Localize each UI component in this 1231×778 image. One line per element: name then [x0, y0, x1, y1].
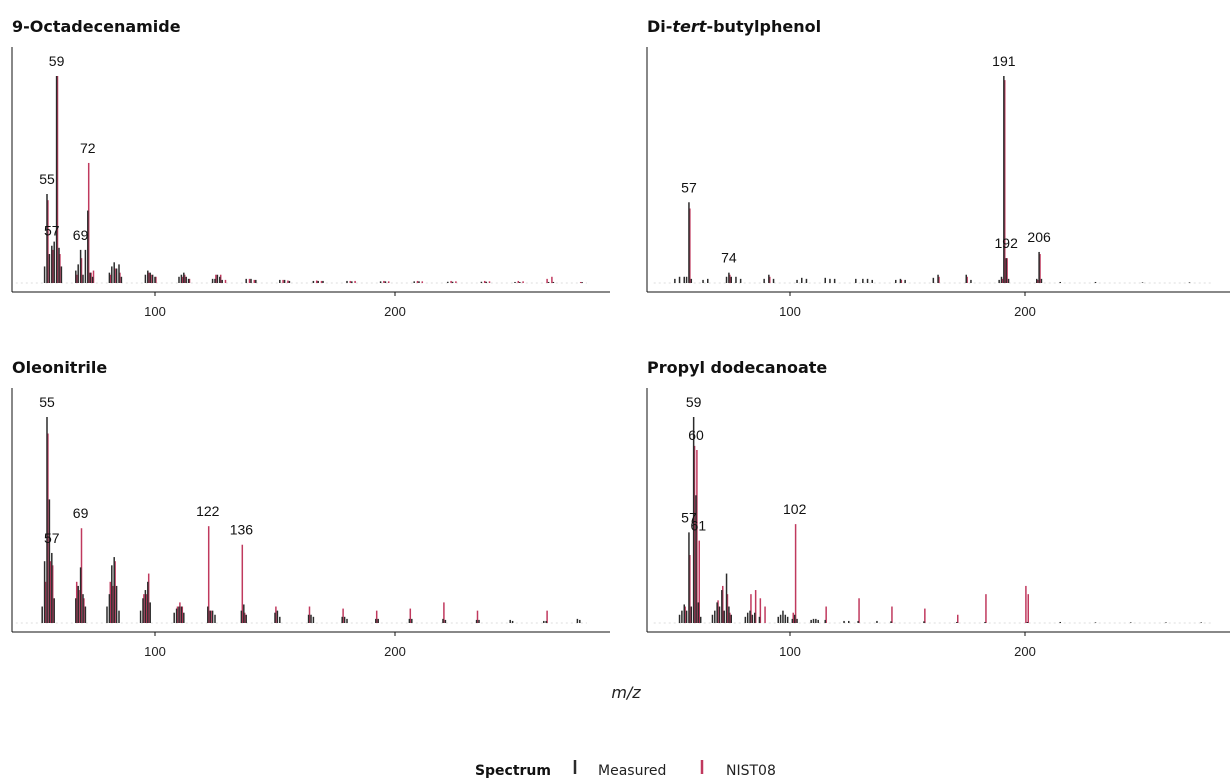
x-tick-label: 200 — [384, 304, 406, 319]
spectrum-panel: 9-Octadecenamide 100 200 59 55 57 69 72 — [11, 17, 610, 319]
x-tick-label: 200 — [1014, 304, 1036, 319]
x-tick-label: 100 — [779, 304, 801, 319]
panel-title: Propyl dodecanoate — [647, 358, 827, 377]
peak-label: 122 — [196, 503, 220, 519]
panel-title-part: 9-Octadecenamide — [12, 17, 181, 36]
peak-label: 69 — [73, 227, 89, 243]
peak-label: 74 — [721, 250, 737, 266]
panel-title-part: Di- — [647, 17, 672, 36]
peak-label: 136 — [230, 522, 254, 538]
x-axis-title: m/z — [611, 683, 641, 702]
peak-label: 192 — [995, 235, 1019, 251]
legend-label-measured: Measured — [598, 763, 666, 778]
peak-label: 102 — [783, 501, 807, 517]
panel-title: Di-tert-butylphenol — [647, 17, 821, 36]
legend: Spectrum Measured NIST08 — [475, 760, 776, 778]
spectrum-panel: Di-tert-butylphenol 100 200 57 74 191 192 206 — [646, 17, 1230, 319]
peak-label: 57 — [44, 530, 60, 546]
spectrum-panel: Oleonitrile 100 200 55 57 69 122 136 — [11, 358, 610, 659]
x-tick-label: 200 — [1014, 644, 1036, 659]
panel-title: Oleonitrile — [12, 358, 107, 377]
x-tick-label: 100 — [779, 644, 801, 659]
panel-title-part: -butylphenol — [706, 17, 821, 36]
peak-label: 72 — [80, 140, 96, 156]
panel-title: 9-Octadecenamide — [12, 17, 181, 36]
peak-label: 61 — [691, 518, 707, 534]
peak-label: 191 — [992, 53, 1016, 69]
legend-label-nist08: NIST08 — [726, 763, 776, 778]
peak-label: 55 — [39, 394, 55, 410]
peak-label: 57 — [681, 509, 697, 525]
peak-label: 57 — [681, 179, 697, 195]
peak-label: 69 — [73, 505, 89, 521]
peak-label: 57 — [44, 223, 60, 239]
spectrum-panels: 9-Octadecenamide 100 200 59 55 57 69 72 Di-tert-… — [11, 17, 1230, 659]
x-tick-label: 100 — [144, 644, 166, 659]
legend-title: Spectrum — [475, 763, 551, 778]
panel-title-part: tert — [672, 17, 707, 36]
peak-label: 55 — [39, 171, 55, 187]
peak-label: 59 — [686, 394, 702, 410]
peak-label: 60 — [688, 427, 704, 443]
x-tick-label: 100 — [144, 304, 166, 319]
x-tick-label: 200 — [384, 644, 406, 659]
peak-label: 206 — [1027, 229, 1051, 245]
peak-label: 59 — [49, 53, 65, 69]
panel-title-part: Propyl dodecanoate — [647, 358, 827, 377]
panel-title-part: Oleonitrile — [12, 358, 107, 377]
